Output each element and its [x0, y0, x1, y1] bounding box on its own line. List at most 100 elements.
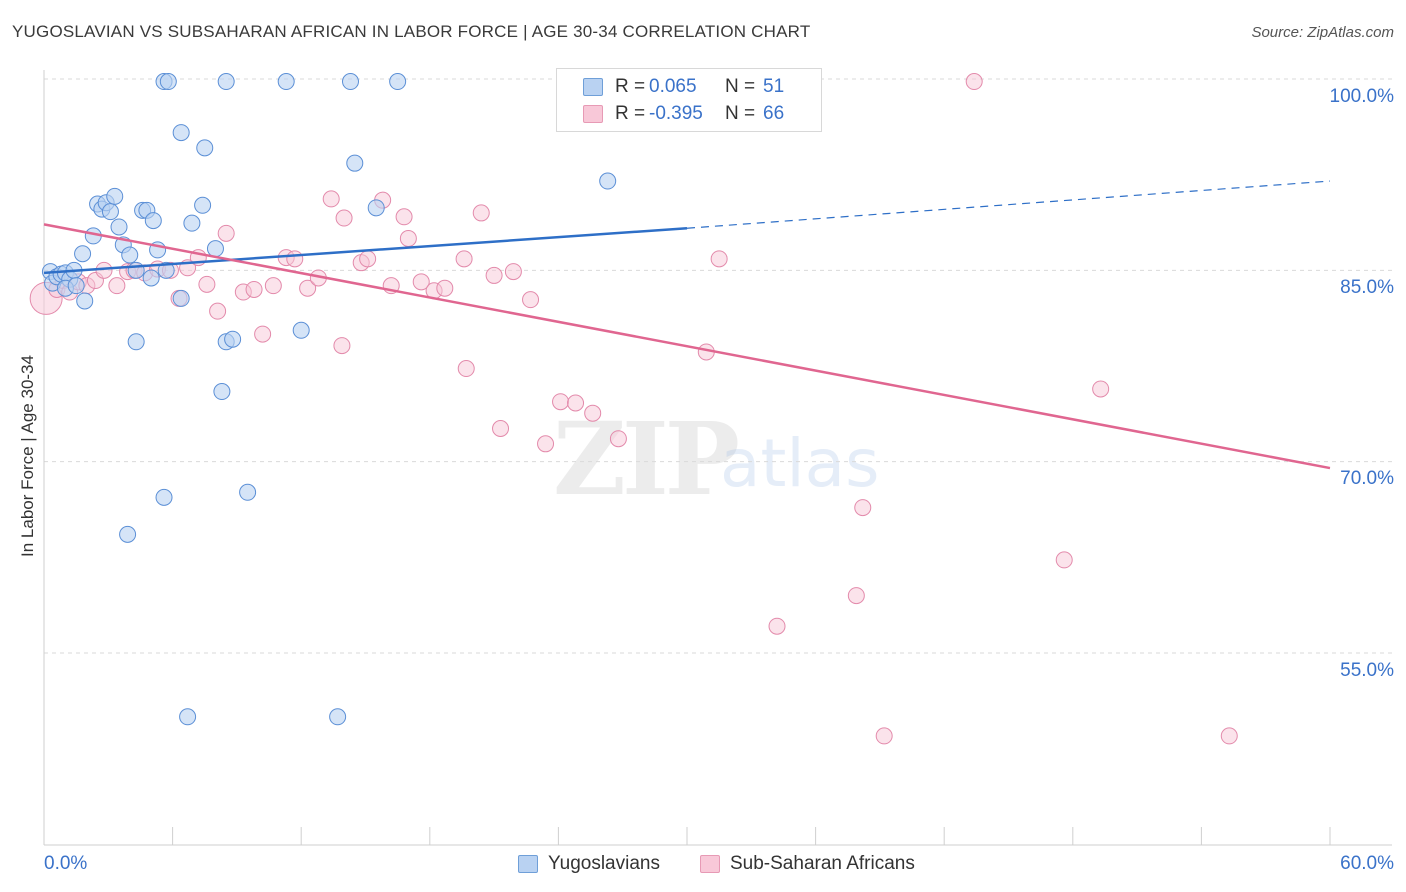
watermark-atlas: atlas — [720, 425, 880, 502]
sub-saharan-point — [412, 273, 430, 291]
sub-saharan-point — [395, 208, 413, 226]
yugoslavian-point — [121, 246, 139, 264]
r-value-yugoslavians: 0.065 — [649, 76, 697, 97]
yugoslavian-point — [106, 187, 124, 205]
yugoslavian-point — [67, 277, 85, 295]
yugoslavian-point — [367, 199, 385, 217]
legend-item-yugoslavians: Yugoslavians — [518, 852, 660, 876]
n-label: N = — [725, 76, 756, 97]
yugoslavian-trend-line — [43, 226, 688, 275]
sub-saharan-point — [264, 277, 282, 295]
yugoslavian-point — [277, 73, 295, 91]
yugoslavian-point — [599, 172, 617, 190]
yugoslavian-point — [389, 73, 407, 91]
yugoslavian-point — [213, 383, 231, 401]
sub-saharan-point — [359, 250, 377, 268]
yugoslavian-point — [110, 218, 128, 236]
sub-saharan-point — [875, 727, 893, 745]
sub-saharan-point — [108, 277, 126, 295]
yugoslavian-point — [194, 196, 212, 214]
yugoslavian-point — [217, 73, 235, 91]
yugoslavian-point — [239, 483, 257, 501]
x-max-label: 60.0% — [1340, 853, 1394, 874]
sub-saharan-point — [504, 263, 522, 281]
sub-saharan-point — [1220, 727, 1238, 745]
sub-saharan-point — [245, 280, 263, 298]
yugoslavian-point — [119, 525, 137, 543]
yugoslavian-point — [127, 333, 145, 351]
blue-swatch — [583, 78, 603, 96]
yugoslavian-point — [157, 261, 175, 279]
sub-saharan-point — [584, 404, 602, 422]
yugoslavian-point — [127, 261, 145, 279]
sub-saharan-point — [457, 360, 475, 378]
yugoslavian-point — [329, 708, 347, 726]
r-label: R = — [615, 103, 646, 124]
n-value-yugoslavians: 51 — [763, 76, 785, 97]
sub-saharan-point — [1092, 380, 1110, 398]
series-legend: Yugoslavians Sub-Saharan Africans — [0, 852, 1406, 876]
sub-saharan-point — [335, 209, 353, 227]
sub-saharan-point — [710, 250, 728, 268]
sub-saharan-point — [455, 250, 473, 268]
sub-saharan-point — [537, 435, 555, 453]
yugoslavian-point — [159, 73, 177, 91]
sub-saharan-point — [333, 337, 351, 355]
sub-saharan-point — [522, 291, 540, 309]
sub-saharan-point — [198, 275, 216, 293]
axes — [43, 70, 1392, 846]
sub-saharan-point — [217, 224, 235, 242]
r-label: R = — [615, 76, 646, 97]
n-value-subsaharan: 66 — [763, 103, 785, 124]
sub-saharan-point — [322, 190, 340, 208]
yugoslavian-point — [155, 488, 173, 506]
y-tick-100: 100.0% — [1329, 86, 1394, 107]
sub-saharan-point — [492, 420, 510, 438]
pink-swatch — [700, 855, 720, 873]
legend-item-subsaharan: Sub-Saharan Africans — [700, 852, 915, 876]
yugoslavian-point — [101, 203, 119, 221]
stats-legend: R = 0.065 N = 51 R = -0.395 N = 66 — [556, 68, 822, 132]
y-axis-label: In Labor Force | Age 30-34 — [18, 355, 37, 557]
yugoslavian-point — [144, 212, 162, 230]
pink-swatch — [583, 105, 603, 123]
yugoslavian-point — [142, 269, 160, 287]
yugoslavian-point — [172, 289, 190, 307]
sub-saharan-point — [299, 279, 317, 297]
sub-saharan-trend-line — [43, 223, 1331, 470]
yugoslavian-point — [346, 154, 364, 172]
sub-saharan-point — [854, 499, 872, 517]
trend-lines — [43, 180, 1331, 470]
yugoslavian-points — [41, 73, 617, 726]
n-label: N = — [725, 103, 756, 124]
yugoslavian-point — [74, 245, 92, 263]
yugoslavian-point — [76, 292, 94, 310]
yugoslavian-point — [224, 330, 242, 348]
yugoslavian-point — [206, 240, 224, 258]
y-tick-55: 55.0% — [1340, 660, 1394, 681]
sub-saharan-point — [399, 229, 417, 247]
legend-label-subsaharan: Sub-Saharan Africans — [730, 853, 915, 874]
sub-saharan-point — [552, 393, 570, 411]
legend-row-yugoslavians: R = 0.065 N = 51 — [557, 75, 784, 99]
blue-swatch — [518, 855, 538, 873]
sub-saharan-point — [209, 302, 227, 320]
sub-saharan-point — [472, 204, 490, 222]
yugoslavian-point — [179, 708, 197, 726]
sub-saharan-point — [847, 587, 865, 605]
sub-saharan-point — [1055, 551, 1073, 569]
y-tick-70: 70.0% — [1340, 468, 1394, 489]
yugoslavian-trend-projection — [686, 180, 1331, 229]
x-min-label: 0.0% — [44, 853, 88, 874]
yugoslavian-point — [292, 321, 310, 339]
sub-saharan-points — [29, 73, 1238, 745]
watermark-zip: ZIP — [553, 400, 740, 518]
legend-row-subsaharan: R = -0.395 N = 66 — [557, 102, 784, 126]
gridlines — [44, 78, 1392, 654]
sub-saharan-point — [254, 325, 272, 343]
yugoslavian-point — [196, 139, 214, 157]
sub-saharan-point — [436, 279, 454, 297]
sub-saharan-point — [965, 73, 983, 91]
yugoslavian-point — [172, 124, 190, 142]
